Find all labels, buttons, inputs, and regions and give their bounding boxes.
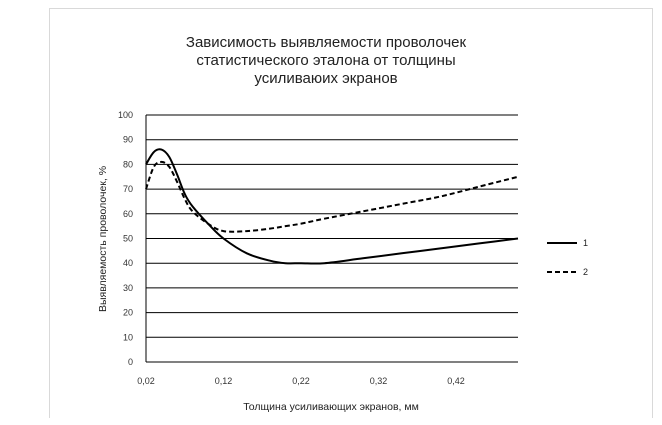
legend-label-series-1: 1 xyxy=(583,238,588,248)
y-tick-label: 40 xyxy=(123,258,133,268)
x-tick-label: 0,02 xyxy=(137,376,155,386)
x-tick-labels: 0,02 0,12 0,22 0,32 0,42 xyxy=(137,376,465,386)
x-tick-label: 0,42 xyxy=(447,376,465,386)
y-tick-labels: 0 10 20 30 40 50 60 70 80 90 100 xyxy=(118,110,133,367)
x-tick-label: 0,32 xyxy=(370,376,388,386)
x-tick-label: 0,12 xyxy=(215,376,233,386)
y-tick-label: 50 xyxy=(123,234,133,244)
y-tick-label: 90 xyxy=(123,135,133,145)
chart-frame xyxy=(49,8,653,418)
y-tick-label: 70 xyxy=(123,184,133,194)
chart-title-line-3: усиливаюих экранов xyxy=(254,70,397,87)
y-tick-label: 60 xyxy=(123,209,133,219)
y-tick-label: 10 xyxy=(123,332,133,342)
series-line-2 xyxy=(145,160,519,233)
x-axis-label: Толщина усиливающих экранов, мм xyxy=(243,401,419,413)
y-tick-label: 80 xyxy=(123,159,133,169)
series-line-1 xyxy=(145,148,519,265)
grid-lines xyxy=(145,114,518,363)
chart-title-line-2: статистического эталона от толщины xyxy=(196,52,455,69)
series-lines xyxy=(145,148,519,265)
x-tick-label: 0,22 xyxy=(292,376,310,386)
y-tick-label: 100 xyxy=(118,110,133,120)
y-tick-label: 0 xyxy=(128,357,133,367)
legend-label-series-2: 2 xyxy=(583,267,588,277)
chart-title-line-1: Зависимость выявляемости проволочек xyxy=(186,34,467,51)
y-tick-label: 20 xyxy=(123,308,133,318)
legend: 1 2 xyxy=(547,238,588,277)
y-axis-label: Выявляемость проволочек, % xyxy=(97,166,109,312)
y-tick-label: 30 xyxy=(123,283,133,293)
